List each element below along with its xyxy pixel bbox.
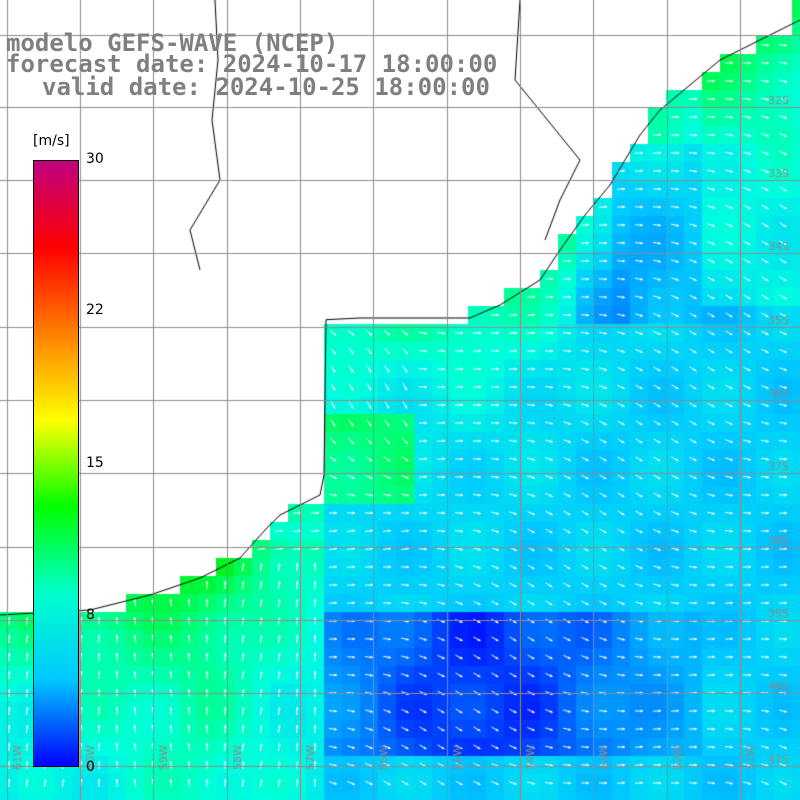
- colorbar-tick-0: 0: [86, 759, 95, 775]
- colorbar-tick-8: 8: [86, 607, 95, 623]
- colorbar-tick-30: 30: [86, 151, 104, 167]
- title-model: modelo GEFS-WAVE (NCEP): [6, 29, 339, 57]
- title-valid-date: valid date: 2024-10-25 18:00:00: [42, 73, 490, 101]
- colorbar-tick-15: 15: [86, 455, 104, 471]
- colorbar: [33, 160, 79, 767]
- colorbar-tick-22: 22: [86, 302, 104, 318]
- colorbar-unit: [m/s]: [33, 133, 70, 149]
- title-forecast-date: forecast date: 2024-10-17 18:00:00: [6, 50, 498, 78]
